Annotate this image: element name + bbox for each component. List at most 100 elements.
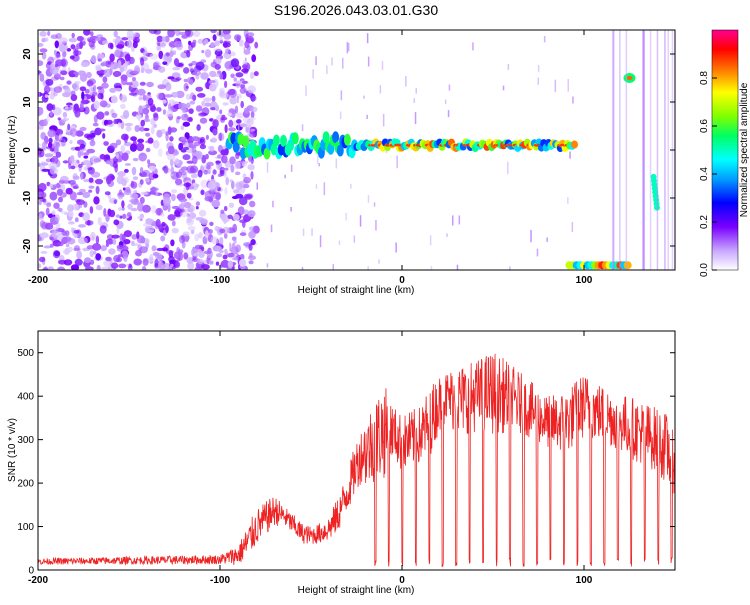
- noise-dot: [198, 232, 203, 239]
- noise-dot: [90, 31, 94, 37]
- streak: [507, 63, 510, 70]
- noise-dot: [47, 30, 51, 36]
- noise-dot: [230, 164, 235, 173]
- noise-dot: [240, 100, 244, 109]
- noise-dot: [198, 112, 207, 117]
- noise-dot: [154, 258, 159, 268]
- snr-series-line: [38, 353, 675, 568]
- noise-dot: [250, 239, 256, 246]
- noise-dot: [51, 210, 56, 216]
- right-streak: [649, 30, 652, 270]
- streak: [311, 228, 313, 236]
- noise-dot: [194, 233, 200, 242]
- noise-dot: [195, 206, 199, 210]
- noise-dot: [100, 245, 107, 252]
- noise-dot: [180, 125, 184, 131]
- noise-dot: [54, 40, 59, 49]
- noise-dot: [191, 60, 198, 66]
- noise-dot: [103, 141, 109, 146]
- noise-dot: [105, 160, 112, 165]
- noise-dot: [125, 186, 131, 193]
- noise-dot: [160, 235, 166, 242]
- noise-dot: [231, 236, 237, 241]
- streak: [452, 215, 454, 226]
- noise-dot: [57, 266, 66, 270]
- noise-dot: [121, 152, 129, 161]
- noise-dot: [239, 232, 247, 237]
- noise-dot: [49, 165, 56, 175]
- noise-dot: [130, 80, 139, 88]
- noise-dot: [58, 37, 68, 44]
- noise-dot: [219, 249, 224, 254]
- noise-dot: [60, 210, 68, 215]
- noise-dot: [117, 171, 126, 177]
- noise-dot: [187, 225, 196, 231]
- streak: [448, 84, 451, 91]
- noise-dot: [215, 57, 222, 65]
- noise-dot: [60, 70, 68, 76]
- noise-dot: [171, 72, 181, 79]
- noise-dot: [92, 122, 99, 127]
- noise-dot: [100, 62, 107, 67]
- noise-dot: [195, 201, 201, 206]
- noise-dot: [58, 259, 67, 265]
- noise-dot: [41, 51, 47, 60]
- noise-dot: [118, 207, 123, 211]
- noise-dot: [92, 243, 102, 251]
- streak: [447, 110, 450, 118]
- heatmap-ytick-label: -10: [22, 190, 33, 205]
- heatmap-ytick-label: -20: [22, 238, 33, 253]
- noise-dot: [49, 148, 55, 152]
- noise-dot: [221, 114, 226, 118]
- noise-dot: [142, 107, 150, 115]
- noise-dot: [79, 143, 86, 149]
- noise-dot: [174, 158, 180, 165]
- noise-dot: [96, 111, 105, 120]
- streak: [537, 77, 539, 85]
- noise-dot: [183, 252, 189, 260]
- noise-dot: [49, 110, 53, 117]
- streak: [353, 235, 356, 243]
- noise-dot: [88, 189, 93, 193]
- streak: [331, 57, 333, 66]
- streak: [530, 230, 532, 243]
- noise-dot: [89, 85, 93, 94]
- noise-dot: [156, 107, 162, 112]
- noise-dot: [112, 238, 117, 245]
- noise-dot: [109, 53, 115, 62]
- streak: [415, 88, 417, 94]
- noise-dot: [200, 72, 209, 80]
- snr-ytick-label: 0: [28, 566, 34, 577]
- noise-dot: [84, 237, 88, 244]
- streak: [340, 90, 343, 101]
- noise-dot: [117, 122, 122, 128]
- noise-dot: [69, 128, 78, 137]
- noise-dot: [87, 167, 93, 171]
- noise-dot: [92, 91, 98, 96]
- noise-dot: [176, 116, 181, 120]
- noise-dot: [116, 244, 124, 250]
- noise-dot: [163, 165, 169, 174]
- streak: [272, 200, 274, 208]
- noise-dot: [175, 90, 185, 99]
- streak: [302, 228, 305, 237]
- noise-dot: [83, 159, 90, 166]
- noise-dot: [209, 145, 215, 152]
- noise-dot: [130, 181, 138, 189]
- noise-dot: [99, 225, 107, 234]
- noise-dot: [54, 214, 60, 223]
- noise-dot: [125, 126, 132, 132]
- noise-dot: [143, 118, 151, 123]
- streak: [507, 161, 509, 175]
- noise-dot: [79, 102, 84, 111]
- noise-dot: [53, 91, 58, 97]
- noise-dot: [242, 64, 248, 69]
- noise-dot: [180, 136, 187, 141]
- trace-segment: [263, 147, 271, 160]
- noise-dot: [175, 77, 182, 81]
- noise-dot: [145, 177, 150, 183]
- streak: [571, 222, 574, 233]
- noise-dot: [182, 121, 190, 127]
- noise-dot: [139, 126, 145, 132]
- streak: [375, 220, 377, 231]
